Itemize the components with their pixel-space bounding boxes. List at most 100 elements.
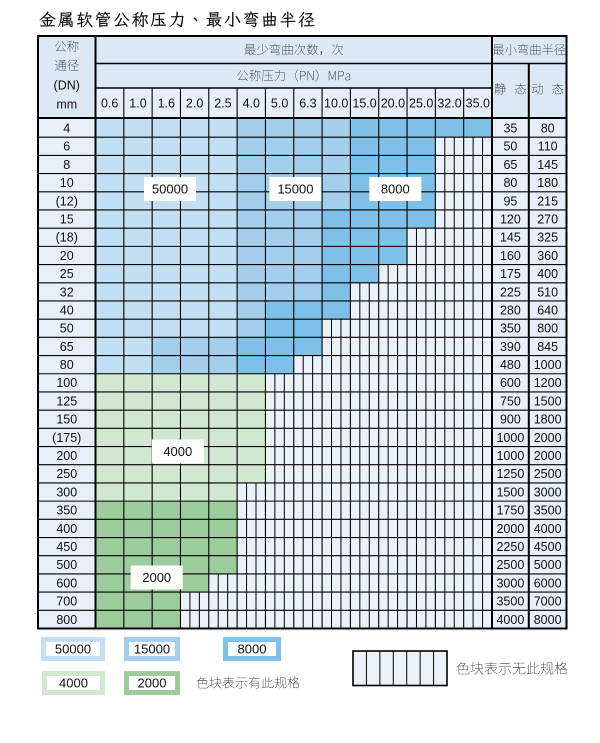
region-label: 15000 <box>269 177 322 201</box>
dynamic-radius-value: 6000 <box>534 576 562 590</box>
zone-cell-c15000 <box>152 337 238 356</box>
dynamic-radius-value: 4000 <box>534 522 562 536</box>
static-radius-value: 390 <box>500 340 521 354</box>
zone-cell-c50000 <box>95 119 238 138</box>
dynamic-radius-value: 325 <box>537 231 558 245</box>
region-label: 8000 <box>369 177 422 201</box>
static-radius-value: 120 <box>500 212 521 226</box>
pressure-column-header: 15.0 <box>352 97 376 111</box>
region-label-box <box>130 565 183 590</box>
zone-cell-c8000 <box>350 137 436 156</box>
dn-value: 700 <box>56 595 77 609</box>
glyph-path <box>315 69 319 82</box>
pressure-column-header: 35.0 <box>466 97 490 111</box>
static-radius-value: 160 <box>500 249 521 263</box>
pressure-column-header: 6.3 <box>299 97 316 111</box>
dynamic-radius-value: 2000 <box>534 449 562 463</box>
legend-swatch: 8000 <box>223 637 281 661</box>
table-row-zones <box>95 501 238 520</box>
dynamic-radius-value: 2000 <box>534 431 562 445</box>
region-label: 4000 <box>151 439 204 464</box>
glyph-path <box>298 11 315 28</box>
dn-value: 450 <box>56 540 77 554</box>
pressure-column-header: 4.0 <box>243 97 260 111</box>
static-radius-value: 2000 <box>496 522 524 536</box>
dynamic-radius-value: 270 <box>537 212 558 226</box>
dynamic-radius-value: 1000 <box>534 358 562 372</box>
legend-swatch-inner <box>46 642 100 656</box>
dn-value: 15 <box>60 212 74 226</box>
zone-cell-c8000 <box>322 228 408 247</box>
zone-cell-c50000 <box>95 282 238 301</box>
glyph-path <box>542 43 554 56</box>
glyph-path <box>209 676 222 689</box>
glyph-path <box>261 676 274 689</box>
static-radius-value: 1500 <box>496 485 524 499</box>
pressure-column-header: 20.0 <box>381 97 405 111</box>
static-radius-value: 50 <box>503 140 517 154</box>
static-radius-value: 350 <box>500 322 521 336</box>
static-radius-value: 1000 <box>496 449 524 463</box>
glyph-path <box>169 11 184 28</box>
glyph-path <box>306 43 319 56</box>
static-radius-value: 1750 <box>496 504 524 518</box>
dn-value: 500 <box>56 558 77 572</box>
dn-value: 250 <box>56 467 77 481</box>
legend-swatch-label: 50000 <box>55 642 91 657</box>
dynamic-radius-value: 640 <box>537 303 558 317</box>
corner-line-2 <box>54 59 79 71</box>
dynamic-radius-value: 8000 <box>534 613 562 627</box>
radius-header <box>492 43 566 56</box>
pressure-column-header: 10.0 <box>324 97 348 111</box>
dn-value: 10 <box>60 176 74 190</box>
dynamic-radius-value: 110 <box>538 140 558 154</box>
dn-value: 40 <box>60 303 74 317</box>
dn-value: 6 <box>63 140 70 154</box>
glyph-path <box>222 676 235 689</box>
region-label: 2000 <box>130 565 183 590</box>
dynamic-radius-value: 845 <box>537 340 558 354</box>
glyph-path <box>54 60 67 71</box>
page-title <box>39 11 315 28</box>
zone-cell-c50000 <box>95 300 238 320</box>
zone-cell-c4000 <box>95 482 238 502</box>
dynamic-radius-value: 3500 <box>534 504 562 518</box>
glyph-path <box>338 71 344 81</box>
table-row-zones <box>95 246 408 265</box>
dynamic-radius-value: 800 <box>537 322 558 336</box>
region-label-layer: 50000 15000 8000 4000 2000 <box>130 177 422 590</box>
dynamic-radius-value: 400 <box>537 267 558 281</box>
glyph-path <box>114 12 130 27</box>
glyph-path <box>456 661 470 675</box>
table-row-zones <box>95 537 238 556</box>
legend-swatch: 2000 <box>124 671 180 695</box>
zone-cell-c8000 <box>237 337 323 356</box>
dn-value: 400 <box>56 522 77 536</box>
dn-value: 350 <box>56 504 77 518</box>
zone-cell-c50000 <box>95 228 238 247</box>
dynamic-radius-value: 3000 <box>534 485 562 499</box>
table-row-zones <box>95 319 323 338</box>
corner-line-4: mm <box>56 98 77 112</box>
legend-hatch-bg <box>353 651 447 686</box>
legend-layer: 50000 15000 8000 4000 2000 <box>41 637 568 695</box>
glyph-path <box>492 44 505 56</box>
legend-swatch: 4000 <box>42 671 105 695</box>
table-row-zones <box>95 482 238 502</box>
glyph-path <box>300 71 306 81</box>
zone-cell-c15000 <box>237 246 323 265</box>
dn-value: (12) <box>56 194 78 208</box>
zone-cell-c50000 <box>95 246 238 265</box>
glyph-path <box>206 12 222 28</box>
table-row-zones <box>95 282 351 301</box>
dynamic-radius-value: 2500 <box>534 467 562 481</box>
dn-value: 4 <box>63 121 70 135</box>
static-radius-value: 1000 <box>496 431 524 445</box>
legend-unavailable-note <box>456 661 568 675</box>
dynamic-radius-value: 360 <box>537 249 558 263</box>
zone-cell-c15000 <box>237 319 266 338</box>
static-radius-value: 80 <box>503 176 517 190</box>
dn-value: 32 <box>60 285 74 299</box>
table-row-zones <box>95 355 294 374</box>
